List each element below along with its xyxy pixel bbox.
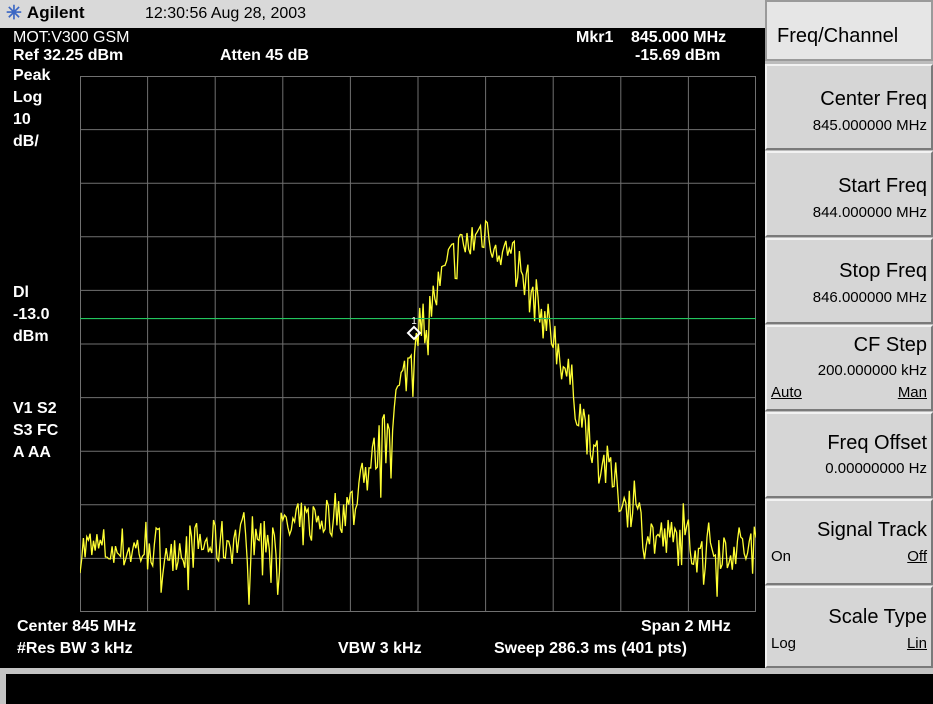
spectrum-plot: 1	[80, 76, 756, 612]
softkey-label: CF Step	[853, 334, 927, 356]
marker-diamond	[406, 325, 422, 341]
marker-level: -15.69 dBm	[635, 47, 721, 64]
trace-status-2: S3 FC	[13, 422, 59, 439]
attenuation: Atten 45 dB	[220, 47, 309, 64]
softkey-panel: Freq/Channel Center Freq 845.000000 MHz …	[765, 0, 933, 668]
timestamp: 12:30:56 Aug 28, 2003	[145, 5, 307, 22]
ref-level: Ref 32.25 dBm	[13, 47, 124, 64]
vbw-readout: VBW 3 kHz	[338, 640, 422, 657]
title-bar: ✳ Agilent 12:30:56 Aug 28, 2003	[0, 0, 765, 28]
softkey-value: 200.000000 kHz	[817, 362, 927, 379]
center-freq-readout: Center 845 MHz	[17, 618, 137, 635]
marker-label: Mkr1	[576, 29, 614, 46]
start-freq-softkey[interactable]: Start Freq 844.000000 MHz	[765, 151, 933, 237]
status-bar	[0, 668, 933, 704]
span-readout: Span 2 MHz	[641, 618, 731, 635]
stop-freq-softkey[interactable]: Stop Freq 846.000000 MHz	[765, 238, 933, 324]
display-line-value: -13.0	[13, 306, 50, 323]
analyzer-display: MOT:V300 GSM Mkr1 845.000 MHz Ref 32.25 …	[9, 28, 765, 668]
signal-track-on-option[interactable]: On	[771, 548, 792, 565]
signal-track-softkey[interactable]: Signal Track On Off	[765, 499, 933, 585]
softkey-label: Stop Freq	[839, 260, 927, 282]
sweep-readout: Sweep 286.3 ms (401 pts)	[494, 640, 687, 657]
trace-status-3: A AA	[13, 444, 51, 461]
softkey-value: 846.000000 MHz	[812, 289, 927, 306]
cf-step-softkey[interactable]: CF Step 200.000000 kHz Auto Man	[765, 325, 933, 411]
softkey-label: Start Freq	[838, 175, 927, 197]
softkey-label: Signal Track	[816, 519, 927, 541]
agilent-logo: ✳ Agilent	[6, 3, 85, 23]
cf-step-auto-option[interactable]: Auto	[771, 384, 802, 401]
trace-status-1: V1 S2	[13, 400, 57, 417]
freq-offset-softkey[interactable]: Freq Offset 0.00000000 Hz	[765, 412, 933, 498]
softkey-label: Center Freq	[820, 88, 927, 110]
agilent-spark-icon: ✳	[6, 2, 22, 24]
scale-type-softkey[interactable]: Scale Type Log Lin	[765, 586, 933, 668]
rbw-readout: #Res BW 3 kHz	[17, 640, 133, 657]
model-label: MOT:V300 GSM	[13, 29, 130, 46]
display-line-label: Dl	[13, 284, 29, 301]
softkey-label: Freq Offset	[827, 432, 927, 454]
signal-track-off-option[interactable]: Off	[907, 548, 927, 565]
center-freq-softkey[interactable]: Center Freq 845.000000 MHz	[765, 64, 933, 150]
detector-peak: Peak	[13, 67, 51, 84]
brand-name: Agilent	[26, 3, 85, 22]
scale-value: 10	[13, 111, 31, 128]
scale-log: Log	[13, 89, 43, 106]
scale-unit: dB/	[13, 133, 39, 150]
scale-type-lin-option[interactable]: Lin	[906, 635, 927, 652]
cf-step-man-option[interactable]: Man	[897, 384, 927, 401]
softkey-label: Scale Type	[828, 606, 927, 628]
softkey-value: 845.000000 MHz	[812, 117, 927, 134]
menu-title-label: Freq/Channel	[777, 25, 899, 47]
marker-freq: 845.000 MHz	[631, 29, 727, 46]
softkey-value: 0.00000000 Hz	[825, 460, 927, 477]
softkey-value: 844.000000 MHz	[812, 204, 927, 221]
scale-type-log-option[interactable]: Log	[771, 635, 797, 652]
menu-title: Freq/Channel	[765, 0, 933, 61]
status-message-area	[6, 674, 933, 704]
spectrum-trace	[80, 219, 756, 605]
display-line-unit: dBm	[13, 328, 49, 345]
marker-number: 1	[411, 316, 417, 327]
